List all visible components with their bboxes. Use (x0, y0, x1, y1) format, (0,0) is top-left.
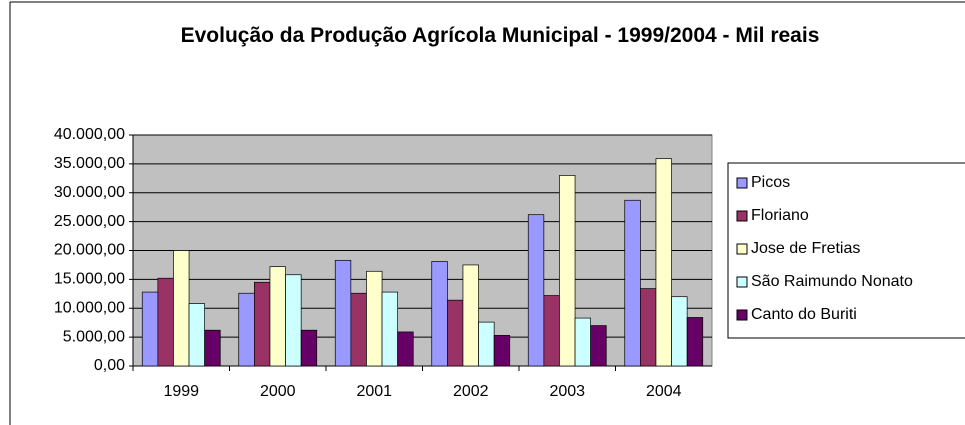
bar (157, 277, 174, 367)
bar (639, 288, 657, 367)
bar (493, 335, 511, 367)
bar (285, 274, 302, 367)
bar (254, 281, 271, 367)
legend-swatch (736, 210, 748, 222)
bar (350, 292, 367, 367)
bar (300, 329, 318, 367)
y-tick-label: 25.000,00 (54, 213, 125, 230)
bar (188, 303, 206, 367)
x-tick-label: 1999 (163, 383, 199, 400)
bar (397, 331, 414, 367)
bar (431, 261, 448, 367)
bar (447, 299, 464, 367)
legend-label: Floriano (751, 207, 809, 224)
bar (671, 296, 688, 367)
y-tick-label: 35.000,00 (54, 155, 125, 172)
bar (543, 295, 560, 367)
bar (381, 291, 398, 367)
legend-swatch (736, 309, 748, 321)
bar (366, 270, 383, 367)
x-tick-label: 2000 (260, 383, 296, 400)
bar (574, 317, 591, 367)
bar (173, 250, 190, 367)
legend-swatch (736, 177, 748, 189)
legend-label: Jose de Fretias (751, 240, 860, 257)
y-tick-label: 15.000,00 (54, 271, 125, 288)
chart-title: Evolução da Produção Agrícola Municipal … (180, 24, 820, 47)
x-tick-label: 2002 (453, 383, 489, 400)
bar (590, 325, 607, 367)
legend-label: São Raimundo Nonato (751, 273, 913, 290)
y-tick-label: 0,00 (94, 357, 125, 374)
x-tick-label: 2003 (549, 383, 585, 400)
bar (269, 266, 286, 367)
x-tick-label: 2004 (646, 383, 682, 400)
legend-label: Canto do Buriti (751, 306, 857, 323)
bar (204, 329, 221, 367)
bar (238, 292, 255, 367)
bar (559, 175, 576, 367)
y-tick-label: 30.000,00 (54, 184, 125, 201)
bar (624, 199, 641, 367)
bar (478, 321, 495, 367)
y-tick-label: 20.000,00 (54, 242, 125, 259)
bar (655, 158, 672, 367)
bar (686, 317, 704, 367)
bar (141, 291, 159, 367)
bar (462, 264, 479, 367)
y-tick-label: 10.000,00 (54, 299, 125, 316)
bar (527, 214, 545, 367)
legend-box (727, 162, 965, 339)
legend-label: Picos (751, 174, 790, 191)
y-tick-label: 40.000,00 (54, 126, 125, 143)
bar (334, 259, 352, 367)
legend-swatch (736, 276, 748, 288)
legend-swatch (736, 243, 748, 255)
x-tick-label: 2001 (356, 383, 392, 400)
y-tick-label: 5.000,00 (63, 328, 125, 345)
